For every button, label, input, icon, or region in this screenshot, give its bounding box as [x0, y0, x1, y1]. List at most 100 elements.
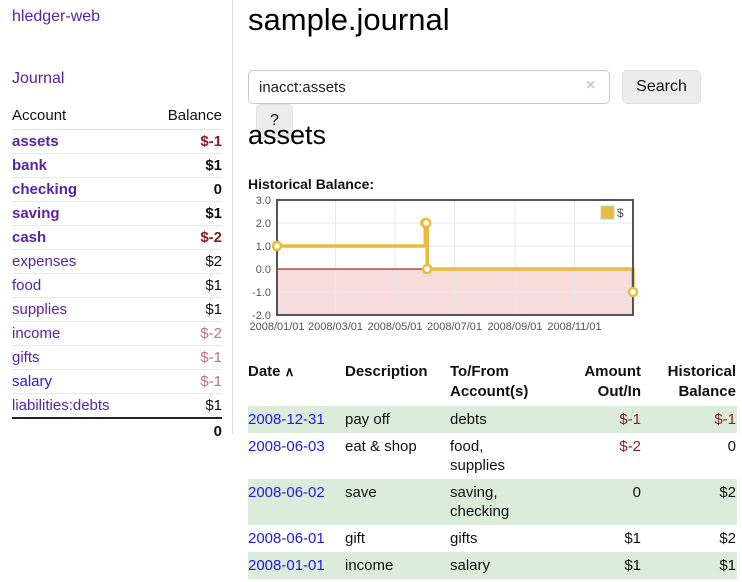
- legend-label: $: [617, 206, 624, 220]
- account-link-supplies[interactable]: supplies: [12, 301, 68, 318]
- transaction-date-link[interactable]: 2008-12-31: [248, 411, 325, 428]
- accounts-table: Account Balance assets $-1 bank $1 check…: [12, 105, 222, 443]
- transaction-balance: $1: [719, 557, 736, 574]
- transaction-accounts: debts: [450, 411, 487, 428]
- account-row: liabilities:debts $1: [12, 394, 222, 419]
- help-button[interactable]: ?: [256, 104, 293, 138]
- transaction-description: save: [345, 484, 377, 501]
- account-row: gifts $-1: [12, 345, 222, 370]
- brand-link[interactable]: hledger-web: [12, 8, 101, 25]
- sidebar: hledger-web Journal Account Balance asse…: [0, 0, 233, 443]
- account-balance: $2: [146, 249, 222, 274]
- transaction-amount: 0: [632, 484, 641, 501]
- account-row: assets $-1: [12, 129, 222, 154]
- account-balance: $-2: [146, 225, 222, 250]
- account-link-checking[interactable]: checking: [12, 181, 78, 198]
- account-row: supplies $1: [12, 297, 222, 322]
- account-row: saving $1: [12, 201, 222, 226]
- account-balance: $1: [205, 397, 222, 414]
- transaction-accounts: saving, checking: [450, 484, 510, 520]
- search-form: × Search ?: [248, 70, 742, 138]
- accounts-header-account: Account: [12, 105, 147, 130]
- search-input[interactable]: [248, 70, 610, 104]
- svg-text:2008/05/01: 2008/05/01: [367, 321, 422, 333]
- account-balance: $1: [146, 273, 222, 298]
- transaction-amount: $-2: [619, 438, 641, 455]
- svg-text:2008/09/01: 2008/09/01: [487, 321, 542, 333]
- account-link-assets[interactable]: assets: [12, 133, 59, 150]
- account-row: food $1: [12, 273, 222, 298]
- account-balance: $-2: [146, 321, 222, 346]
- register-table: Date ∧ Description To/From Account(s) Am…: [248, 358, 737, 579]
- register-header-row: Date ∧ Description To/From Account(s) Am…: [248, 358, 737, 406]
- transaction-amount: $1: [624, 530, 641, 547]
- transaction-description: eat & shop: [345, 438, 417, 455]
- clear-search-icon[interactable]: ×: [586, 77, 596, 94]
- register-header-description: Description: [345, 363, 428, 380]
- account-link-food[interactable]: food: [12, 277, 42, 294]
- svg-text:3.0: 3.0: [256, 195, 271, 207]
- account-link-saving[interactable]: saving: [12, 205, 60, 222]
- transaction-description: pay off: [345, 411, 390, 428]
- account-balance: 0: [146, 177, 222, 202]
- historical-balance-chart: 3.0 2.0 1.0 0.0 -1.0 -2.0 2008/01/01 2008/03/01…: [248, 195, 688, 344]
- register-header-amount: Amount Out/In: [584, 363, 641, 400]
- register-row: 2008-06-01 gift gifts $1 $2: [248, 525, 737, 552]
- account-link-gifts[interactable]: gifts: [12, 349, 40, 366]
- register-header-date[interactable]: Date ∧: [248, 363, 295, 380]
- transaction-accounts: food, supplies: [450, 438, 506, 474]
- transaction-balance: 0: [727, 438, 736, 455]
- transaction-accounts: gifts: [450, 530, 478, 547]
- svg-text:2008/07/01: 2008/07/01: [427, 321, 482, 333]
- register-header-balance: Historical Balance: [667, 363, 736, 400]
- transaction-balance: $-1: [714, 411, 736, 428]
- transaction-date-link[interactable]: 2008-01-01: [248, 557, 325, 574]
- svg-text:2008/03/01: 2008/03/01: [308, 321, 363, 333]
- transaction-date-link[interactable]: 2008-06-01: [248, 530, 325, 547]
- account-row: checking 0: [12, 177, 222, 202]
- account-link-expenses[interactable]: expenses: [12, 253, 77, 270]
- account-balance: $-1: [146, 129, 222, 154]
- search-button[interactable]: Search: [622, 70, 701, 104]
- account-link-cash[interactable]: cash: [12, 229, 47, 246]
- account-row: cash $-2: [12, 225, 222, 250]
- account-balance: $-1: [146, 345, 222, 370]
- main-content: sample.journal × Search ? assets Histori…: [248, 0, 742, 582]
- legend-swatch: [600, 205, 615, 220]
- account-balance: $1: [146, 297, 222, 322]
- accounts-header-balance: Balance: [146, 105, 222, 130]
- transaction-date-link[interactable]: 2008-06-03: [248, 438, 325, 455]
- register-row: 2008-01-01 income salary $1 $1: [248, 552, 737, 579]
- account-link-income[interactable]: income: [12, 325, 61, 342]
- account-link-liabilities-debts[interactable]: liabilities:debts: [12, 397, 110, 414]
- register-row: 2008-06-02 save saving, checking 0 $2: [248, 479, 737, 525]
- transaction-balance: $2: [719, 484, 736, 501]
- account-row: salary $-1: [12, 369, 222, 394]
- svg-text:2.0: 2.0: [256, 218, 271, 230]
- svg-text:-1.0: -1.0: [252, 287, 271, 299]
- svg-text:0.0: 0.0: [256, 264, 271, 276]
- account-heading: assets: [248, 120, 327, 150]
- transaction-amount: $1: [624, 557, 641, 574]
- account-row: bank $1: [12, 153, 222, 178]
- account-balance: $1: [146, 153, 222, 178]
- account-link-salary[interactable]: salary: [12, 373, 53, 390]
- transaction-accounts: salary: [450, 557, 491, 574]
- account-row: expenses $2: [12, 249, 222, 274]
- sidebar-item-journal[interactable]: Journal: [12, 70, 65, 87]
- transaction-date-link[interactable]: 2008-06-02: [248, 484, 325, 501]
- svg-text:1.0: 1.0: [256, 241, 271, 253]
- svg-text:2008/01/01: 2008/01/01: [249, 321, 304, 333]
- register-row: 2008-12-31 pay off debts $-1 $-1: [248, 406, 737, 433]
- account-link-bank[interactable]: bank: [12, 157, 48, 174]
- register-header-accounts: To/From Account(s): [450, 363, 529, 400]
- transaction-balance: $2: [719, 530, 736, 547]
- sort-ascending-icon: ∧: [284, 364, 295, 379]
- transaction-description: income: [345, 557, 394, 574]
- transaction-amount: $-1: [619, 411, 641, 428]
- page-title: sample.journal: [248, 2, 450, 37]
- account-balance: $1: [146, 201, 222, 226]
- account-balance: $-1: [146, 369, 222, 394]
- accounts-total: 0: [146, 417, 222, 443]
- register-row: 2008-06-03 eat & shop food, supplies $-2…: [248, 433, 737, 479]
